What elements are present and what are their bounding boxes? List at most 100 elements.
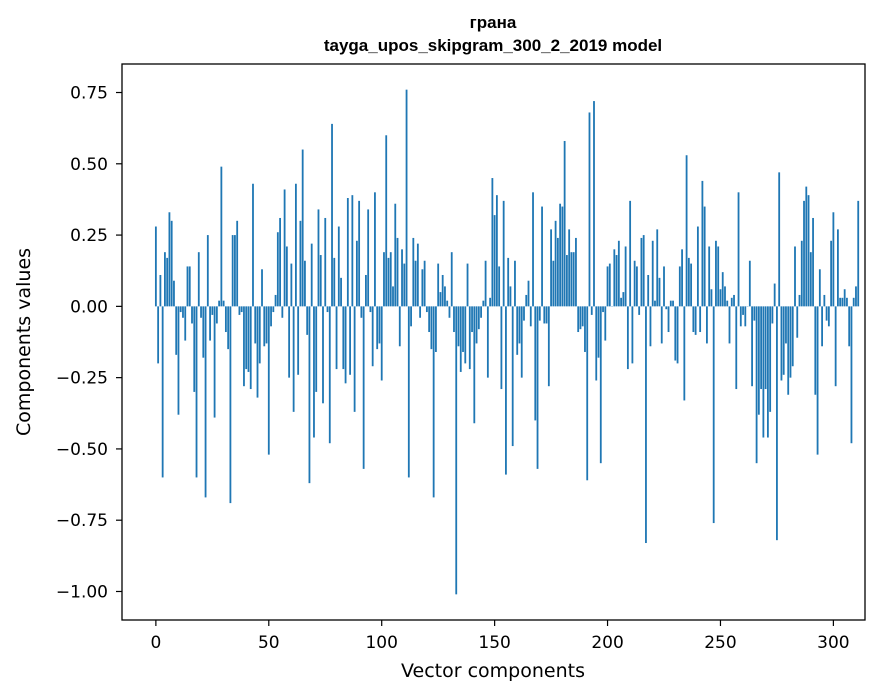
bar [753,306,756,321]
bar [283,189,286,307]
x-tick-label: 100 [365,633,397,653]
bar [534,306,537,421]
y-tick-label: 0.25 [70,226,108,246]
bar [687,257,690,307]
bar [685,155,688,307]
bar [328,306,331,444]
bar [834,306,837,387]
bar [272,306,275,313]
bar [425,306,428,313]
bar [715,240,717,307]
y-tick-label: −1.00 [56,582,108,602]
bar [633,260,636,307]
bar [231,235,234,307]
bar [696,226,699,307]
bar [398,306,401,347]
bar [430,306,433,350]
bar [825,306,828,321]
bar [626,306,629,370]
bar [428,306,431,333]
bar [349,306,351,375]
bar [279,217,281,307]
bar [195,306,198,478]
bar [179,306,182,313]
bar [681,249,683,307]
bar [613,249,616,307]
bar [466,263,469,307]
bar [798,294,801,307]
bar [157,306,160,364]
bar [543,306,546,324]
bar [660,306,663,344]
bar [505,306,507,475]
bar-series [154,89,860,595]
bar [565,255,568,307]
bar [678,266,681,307]
bar [744,306,747,327]
bar [462,306,464,352]
bar [848,306,851,347]
bar [265,306,268,344]
bar [315,306,318,392]
y-tick-label: −0.50 [56,440,108,460]
bar [182,306,184,318]
bar [579,306,582,330]
bar [550,229,552,307]
bar [297,306,300,375]
plot-frame [121,63,866,621]
bar [387,257,390,307]
bar [218,300,221,307]
bar [857,200,860,307]
bar [733,294,735,307]
bar [800,240,803,307]
bar [495,195,498,307]
bar [229,306,232,504]
bar [385,135,388,307]
bar [346,198,349,307]
bar [206,235,209,307]
bar [317,209,320,307]
bar [294,183,297,307]
bar [529,306,532,327]
bar [267,306,270,455]
bar [620,297,622,307]
bar [188,266,191,307]
bar [274,294,277,307]
y-tick-label: 0.75 [70,84,108,104]
bar [507,257,510,307]
bar [518,306,521,344]
bar [335,306,338,370]
bar [547,306,550,387]
bar [258,306,261,364]
chart-title: грана [470,13,517,32]
bar [590,306,593,315]
bar [602,306,604,313]
bar [256,306,259,398]
x-tick-label: 50 [258,633,280,653]
bar [814,306,817,395]
bar [760,306,763,390]
bar [392,286,394,307]
bar [832,212,835,307]
bar [491,178,494,307]
bar [337,226,340,307]
x-tick-label: 200 [591,633,623,653]
bar [584,306,586,352]
bar [649,306,652,347]
bar [563,140,566,307]
bar [161,306,164,478]
bar [380,306,383,381]
bar [468,306,471,370]
bar [667,306,670,333]
bar [459,306,462,372]
bar [586,306,589,481]
y-tick-label: −0.25 [56,369,108,389]
bar [301,149,304,307]
bar [608,263,611,307]
bar [263,306,266,347]
bar [568,229,571,307]
bar [787,306,790,395]
bar [362,306,365,469]
bar [645,306,647,544]
bar [292,306,295,412]
